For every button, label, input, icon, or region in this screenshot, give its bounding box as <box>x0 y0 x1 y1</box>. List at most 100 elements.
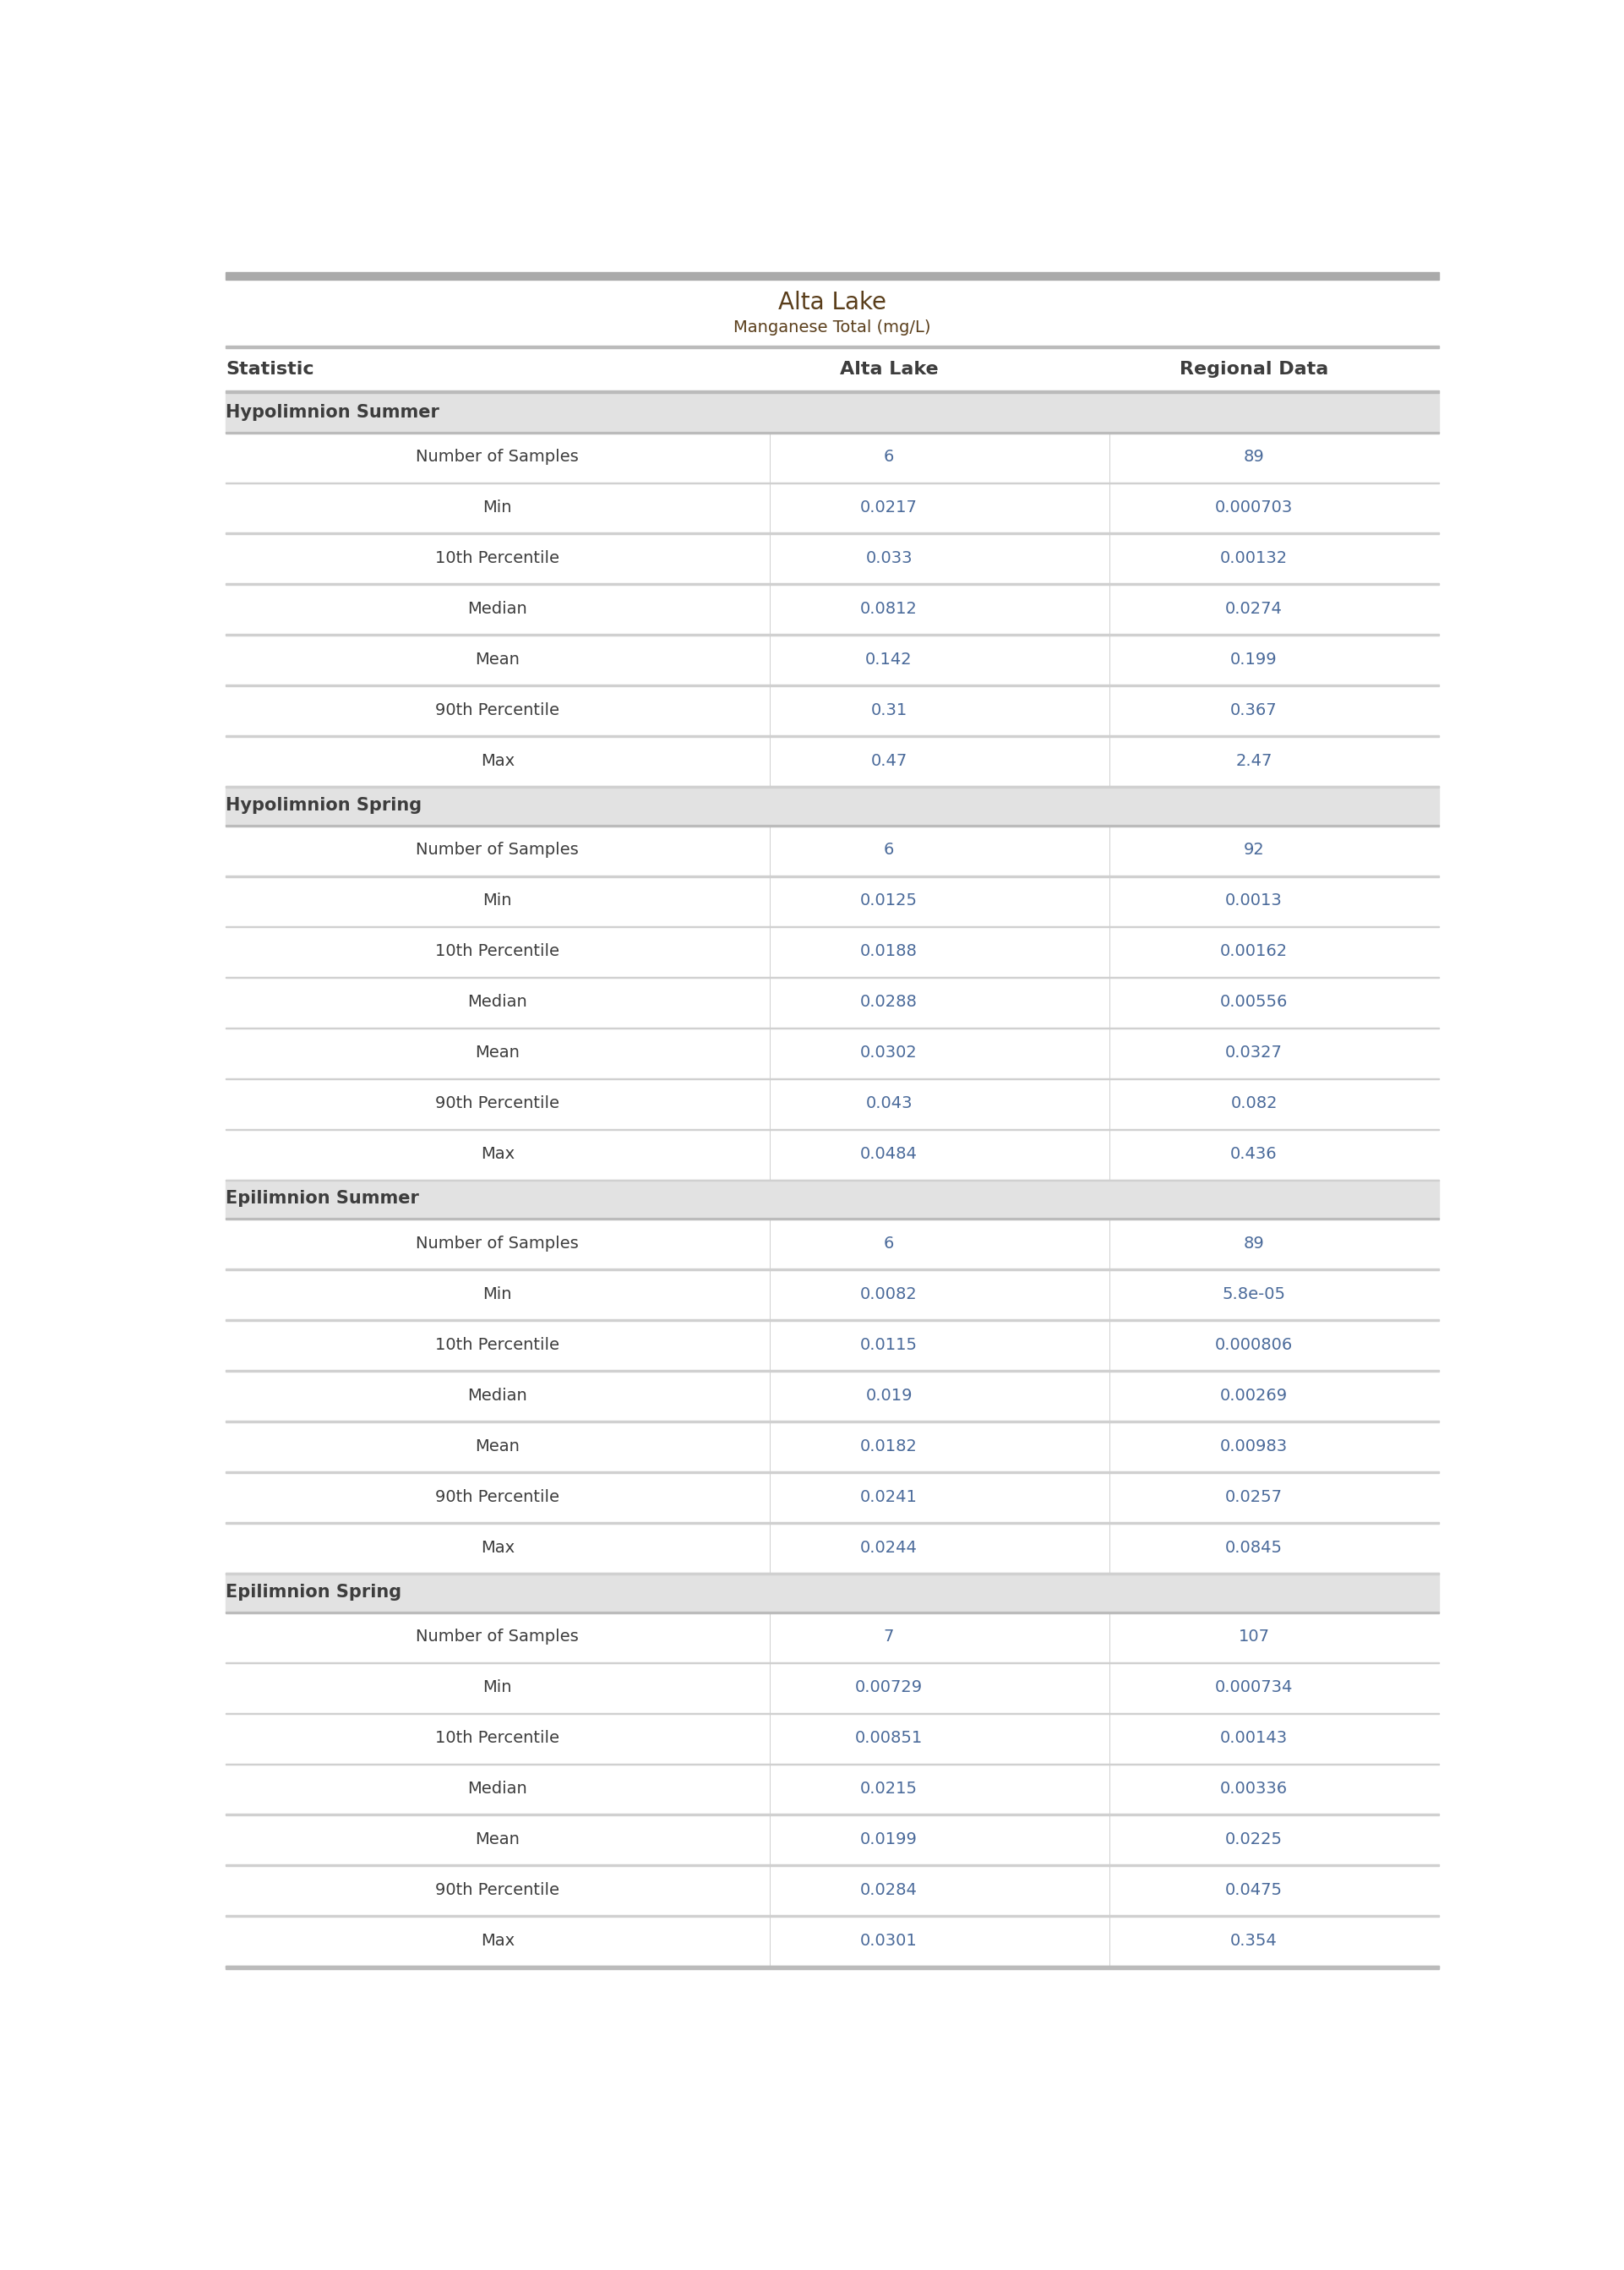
Text: 0.00162: 0.00162 <box>1220 944 1288 960</box>
Bar <box>226 686 1439 735</box>
Text: 0.0199: 0.0199 <box>861 1832 918 1848</box>
Text: 90th Percentile: 90th Percentile <box>435 1882 560 1898</box>
Bar <box>226 1078 1439 1128</box>
Bar <box>226 1966 1439 1968</box>
Text: Min: Min <box>482 499 512 515</box>
Text: 0.367: 0.367 <box>1231 701 1278 717</box>
Text: 0.0188: 0.0188 <box>861 944 918 960</box>
Text: Mean: Mean <box>476 651 520 667</box>
Text: 0.00143: 0.00143 <box>1220 1730 1288 1746</box>
Text: Alta Lake: Alta Lake <box>778 291 887 316</box>
Bar <box>226 1523 1439 1573</box>
Text: 2.47: 2.47 <box>1236 754 1272 770</box>
Text: 0.31: 0.31 <box>870 701 908 717</box>
Text: 0.00132: 0.00132 <box>1220 549 1288 565</box>
Text: 0.0082: 0.0082 <box>861 1287 918 1303</box>
Text: 0.082: 0.082 <box>1231 1096 1278 1112</box>
Text: Median: Median <box>468 1780 528 1798</box>
Text: 92: 92 <box>1244 842 1265 858</box>
Text: Mean: Mean <box>476 1832 520 1848</box>
Text: 0.00336: 0.00336 <box>1220 1780 1288 1798</box>
Text: 0.0217: 0.0217 <box>861 499 918 515</box>
Bar <box>226 1269 1439 1319</box>
Text: Min: Min <box>482 892 512 908</box>
Text: 0.000703: 0.000703 <box>1215 499 1293 515</box>
Text: 0.0013: 0.0013 <box>1226 892 1283 908</box>
Bar <box>226 1916 1439 1966</box>
Text: 0.00851: 0.00851 <box>854 1730 922 1746</box>
Text: 0.0288: 0.0288 <box>861 994 918 1010</box>
Text: Median: Median <box>468 602 528 617</box>
Bar <box>226 272 1439 279</box>
Text: 0.436: 0.436 <box>1231 1146 1278 1162</box>
Text: 10th Percentile: 10th Percentile <box>435 1337 560 1353</box>
Text: Max: Max <box>481 754 515 770</box>
Bar <box>226 347 1439 390</box>
Text: 0.0257: 0.0257 <box>1224 1489 1283 1505</box>
Text: Min: Min <box>482 1680 512 1696</box>
Bar <box>226 431 1439 481</box>
Text: 0.0845: 0.0845 <box>1224 1539 1283 1555</box>
Bar <box>226 1180 1439 1219</box>
Text: Number of Samples: Number of Samples <box>416 842 578 858</box>
Text: Alta Lake: Alta Lake <box>840 361 939 377</box>
Text: 0.0302: 0.0302 <box>861 1044 918 1060</box>
Bar <box>226 976 1439 1028</box>
Text: 0.043: 0.043 <box>866 1096 913 1112</box>
Text: 0.000734: 0.000734 <box>1215 1680 1293 1696</box>
Bar <box>226 1219 1439 1269</box>
Text: 7: 7 <box>883 1628 895 1646</box>
Bar <box>226 785 1439 824</box>
Text: 0.019: 0.019 <box>866 1387 913 1403</box>
Text: 0.00729: 0.00729 <box>856 1680 922 1696</box>
Text: 90th Percentile: 90th Percentile <box>435 701 560 717</box>
Text: 0.00556: 0.00556 <box>1220 994 1288 1010</box>
Bar <box>226 533 1439 583</box>
Bar <box>226 481 1439 533</box>
Bar <box>226 1764 1439 1814</box>
Bar <box>226 1471 1439 1523</box>
Text: 0.0284: 0.0284 <box>861 1882 918 1898</box>
Bar <box>226 1662 1439 1712</box>
Bar <box>226 1371 1439 1421</box>
Text: 0.0225: 0.0225 <box>1224 1832 1283 1848</box>
Bar <box>226 1814 1439 1864</box>
Bar <box>226 926 1439 976</box>
Bar <box>226 1128 1439 1180</box>
Text: 0.0115: 0.0115 <box>861 1337 918 1353</box>
Bar <box>226 1028 1439 1078</box>
Bar <box>226 393 1439 431</box>
Bar <box>226 735 1439 785</box>
Text: Number of Samples: Number of Samples <box>416 1235 578 1251</box>
Text: Epilimnion Spring: Epilimnion Spring <box>226 1584 401 1600</box>
Text: Statistic: Statistic <box>226 361 313 377</box>
Text: 10th Percentile: 10th Percentile <box>435 549 560 565</box>
Text: 0.000806: 0.000806 <box>1215 1337 1293 1353</box>
Text: 0.00983: 0.00983 <box>1220 1439 1288 1455</box>
Text: 0.033: 0.033 <box>866 549 913 565</box>
Bar <box>226 1612 1439 1662</box>
Text: 0.47: 0.47 <box>870 754 908 770</box>
Text: Regional Data: Regional Data <box>1179 361 1328 377</box>
Bar <box>226 633 1439 686</box>
Bar <box>226 824 1439 876</box>
Bar <box>226 1421 1439 1471</box>
Bar <box>226 1712 1439 1764</box>
Text: Max: Max <box>481 1146 515 1162</box>
Text: 107: 107 <box>1237 1628 1270 1646</box>
Text: Mean: Mean <box>476 1439 520 1455</box>
Bar <box>226 1573 1439 1612</box>
Bar <box>226 1864 1439 1916</box>
Text: 89: 89 <box>1244 1235 1265 1251</box>
Text: 0.354: 0.354 <box>1231 1932 1278 1950</box>
Text: Median: Median <box>468 994 528 1010</box>
Text: Max: Max <box>481 1932 515 1950</box>
Text: 0.0327: 0.0327 <box>1224 1044 1283 1060</box>
Bar <box>226 390 1439 393</box>
Text: 0.199: 0.199 <box>1231 651 1278 667</box>
Text: 0.142: 0.142 <box>866 651 913 667</box>
Text: 10th Percentile: 10th Percentile <box>435 1730 560 1746</box>
Text: Number of Samples: Number of Samples <box>416 449 578 465</box>
Text: 89: 89 <box>1244 449 1265 465</box>
Text: Median: Median <box>468 1387 528 1403</box>
